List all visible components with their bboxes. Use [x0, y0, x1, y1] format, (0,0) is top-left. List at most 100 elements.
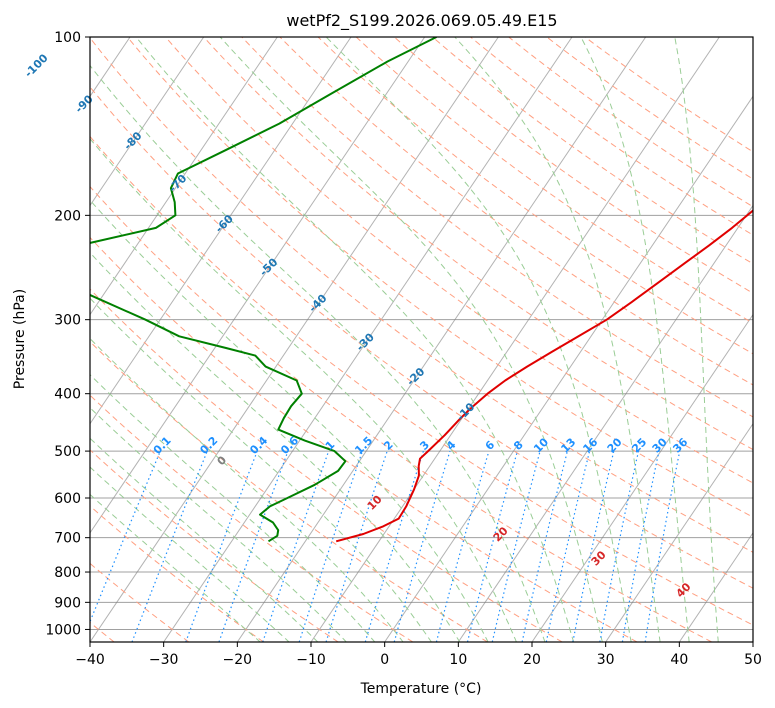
dry-adiabat-line	[90, 185, 712, 642]
background-lines	[90, 37, 753, 642]
y-tick-label: 500	[54, 444, 81, 460]
isotherm-line	[384, 95, 753, 642]
moist-adiabat-label: 10	[365, 492, 385, 512]
dry-adiabat-line	[90, 505, 264, 642]
mixing-ratio-label: 20	[605, 435, 625, 455]
dry-adiabat-line	[584, 37, 753, 153]
dry-adiabat-line	[90, 288, 563, 642]
dry-adiabat-label: -90	[73, 92, 96, 115]
moist-adiabat-line	[90, 297, 432, 642]
y-tick-label: 800	[54, 565, 81, 581]
moist-adiabat-line	[90, 407, 348, 642]
isotherm-line	[90, 37, 352, 425]
mixing-ratio-line	[185, 450, 258, 642]
isotherm-line	[531, 313, 753, 642]
dry-adiabat-line	[90, 394, 414, 642]
dry-adiabat-line	[90, 135, 753, 626]
dry-adiabat-label: -50	[257, 255, 280, 278]
y-tick-label: 900	[54, 595, 81, 611]
x-axis-ticks: −40 −30 −20 −10 0 10 20 30 40 50	[75, 642, 762, 668]
y-tick-label: 200	[54, 208, 81, 224]
mixing-ratio-line	[131, 450, 208, 642]
isotherm-line	[90, 37, 205, 207]
moist-adiabat-line	[135, 37, 575, 642]
dry-adiabat-line	[203, 37, 753, 451]
mixing-ratio-line	[521, 450, 568, 642]
dry-adiabat-label: -100	[22, 51, 51, 80]
isotherm-line	[310, 37, 720, 642]
x-tick-label: −10	[296, 652, 326, 668]
dry-adiabat-line	[317, 37, 753, 355]
x-tick-label: 20	[523, 652, 541, 668]
mixing-ratio-line	[364, 450, 424, 642]
x-tick-label: −40	[75, 652, 105, 668]
x-tick-label: −20	[223, 652, 253, 668]
x-axis-label: Temperature (°C)	[360, 681, 482, 697]
y-tick-label: 400	[54, 387, 81, 403]
mixing-ratio-line	[90, 450, 161, 624]
isotherm-line	[457, 204, 753, 642]
moist-adiabat-line	[90, 493, 261, 642]
moist-adiabat-line	[674, 37, 719, 642]
moist-adiabat-line	[580, 37, 690, 642]
y-axis-ticks: 100 200 300 400 500 600 700 800 900 1000	[45, 30, 90, 638]
y-tick-label: 700	[54, 531, 81, 547]
profile-lines	[90, 37, 753, 543]
line-annotations: -100-90-80-70-60-50-40-30-20-100.1 0.2 0.4…	[22, 51, 694, 600]
mixing-ratio-label: 30	[650, 435, 670, 455]
mixing-ratio-label: 0.4	[247, 434, 270, 457]
mixing-ratio-line	[644, 450, 681, 642]
isotherm-line	[605, 422, 753, 642]
moist-adiabat-line	[90, 199, 489, 642]
mixing-ratio-line	[393, 450, 451, 642]
mixing-ratio-line	[218, 450, 289, 642]
moist-adiabat-line	[90, 64, 546, 642]
dry-adiabat-line	[90, 340, 488, 642]
x-tick-label: 30	[597, 652, 615, 668]
moist-adiabat-line	[90, 337, 404, 642]
dry-adiabat-line	[241, 37, 753, 418]
isotherm-line	[678, 531, 753, 642]
isotherm-line	[90, 37, 278, 316]
moist-adiabat-label: 40	[674, 580, 694, 600]
isotherm-line	[163, 37, 573, 642]
mixing-ratio-label: 36	[670, 435, 690, 455]
dry-adiabat-line	[165, 37, 753, 484]
mixing-ratio-label: 1.5	[352, 434, 375, 457]
chart-title: wetPf2_S199.2026.069.05.49.E15	[286, 11, 557, 31]
moist-adiabat-line	[90, 466, 290, 642]
dry-adiabat-label: -70	[166, 172, 189, 195]
dry-adiabat-line	[90, 562, 190, 642]
y-tick-label: 1000	[45, 622, 81, 638]
temperature-profile	[335, 209, 753, 543]
y-tick-label: 600	[54, 491, 81, 507]
mixing-ratio-label: 10	[531, 435, 551, 455]
isotherm-line	[752, 641, 753, 642]
mixing-ratio-line	[325, 450, 388, 642]
dry-adiabat-line	[127, 37, 753, 518]
mixing-ratio-label: 13	[558, 436, 578, 456]
dry-adiabat-line	[90, 449, 339, 642]
mixing-ratio-line	[621, 450, 660, 642]
dry-adiabat-line	[279, 37, 753, 386]
dry-adiabat-line	[90, 86, 753, 589]
moist-adiabat-line	[325, 37, 632, 642]
moist-adiabat-label: 20	[491, 524, 511, 544]
x-tick-label: 50	[744, 652, 762, 668]
isotherm-line	[90, 37, 426, 534]
dry-adiabat-line	[432, 37, 753, 265]
dewpoint-profile	[90, 37, 437, 543]
x-tick-label: 10	[449, 652, 467, 668]
moist-adiabat-line	[454, 37, 661, 642]
dry-adiabat-line	[470, 37, 753, 236]
x-tick-label: 0	[380, 652, 389, 668]
dry-adiabat-label: -30	[354, 330, 377, 353]
mixing-ratio-line	[298, 450, 363, 642]
mixing-ratio-label: 16	[580, 435, 600, 455]
moist-adiabat-line	[90, 373, 376, 642]
y-tick-label: 100	[54, 30, 81, 46]
mixing-ratio-line	[599, 450, 640, 642]
isotherm-line	[90, 37, 499, 642]
mixing-ratio-line	[466, 450, 518, 642]
plot-frame	[89, 36, 754, 643]
